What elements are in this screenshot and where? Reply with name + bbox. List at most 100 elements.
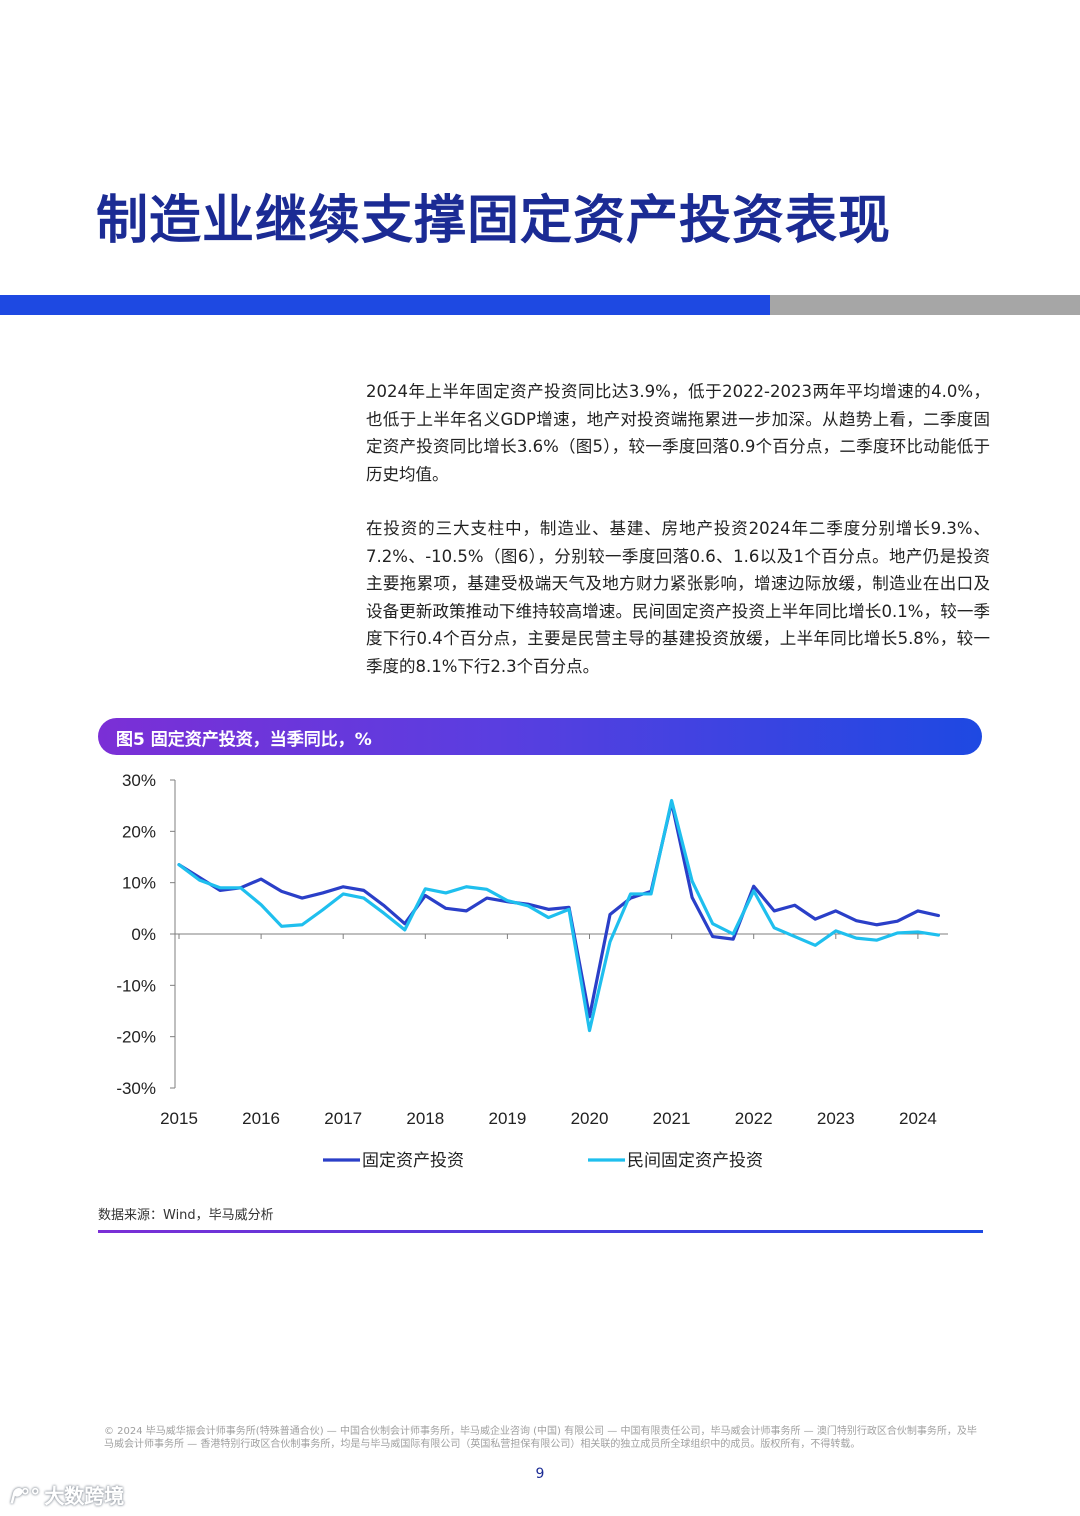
- data-point: [383, 904, 386, 907]
- data-point: [588, 1029, 591, 1032]
- data-point: [280, 925, 283, 928]
- data-point: [793, 935, 796, 938]
- data-point: [465, 885, 468, 888]
- data-point: [773, 927, 776, 929]
- data-point: [752, 885, 755, 888]
- data-point: [896, 920, 899, 922]
- y-tick-label: -30%: [116, 1079, 156, 1098]
- figure-title: 图5 固定资产投资，当季同比，%: [116, 730, 372, 750]
- data-point: [629, 893, 632, 895]
- watermark: ᖰ°° 大数跨境: [10, 1480, 124, 1509]
- data-point: [301, 897, 303, 899]
- data-point: [280, 890, 283, 893]
- data-point: [876, 939, 878, 941]
- series-line-0: [177, 800, 941, 1019]
- divider-rule: [98, 1230, 983, 1233]
- x-tick-label: 2016: [242, 1109, 280, 1128]
- data-point: [547, 908, 550, 911]
- data-point: [486, 888, 488, 891]
- data-point: [773, 910, 776, 912]
- data-point: [321, 909, 324, 911]
- data-point: [855, 919, 858, 922]
- legend-label: 固定资产投资: [362, 1151, 464, 1171]
- title-band-gray: [770, 295, 1080, 315]
- watermark-logo-icon: ᖰ°°: [10, 1484, 41, 1508]
- y-tick-label: 10%: [122, 874, 156, 893]
- x-tick-label: 2019: [488, 1109, 526, 1128]
- data-point: [670, 799, 673, 802]
- data-point: [260, 878, 262, 880]
- watermark-text: 大数跨境: [44, 1484, 125, 1508]
- data-point: [588, 1015, 591, 1018]
- data-source: 数据来源：Wind，毕马威分析: [98, 1208, 274, 1223]
- data-point: [732, 938, 734, 940]
- data-point: [568, 908, 570, 911]
- data-point: [445, 892, 447, 894]
- chart-axes: 30% 20% 10% 0% -10% -20% -30%2015 2016 2017 2018 2…: [116, 771, 948, 1128]
- data-point: [876, 923, 878, 926]
- data-point: [937, 914, 940, 917]
- data-point: [362, 889, 365, 892]
- x-tick-label: 2024: [899, 1109, 937, 1128]
- data-point: [403, 929, 406, 931]
- data-point: [568, 906, 570, 909]
- data-point: [424, 888, 427, 890]
- data-point: [793, 904, 796, 907]
- data-point: [691, 880, 693, 882]
- data-point: [855, 937, 858, 939]
- x-tick-label: 2022: [735, 1109, 773, 1128]
- x-tick-label: 2021: [653, 1109, 691, 1128]
- data-point: [814, 944, 817, 947]
- x-tick-label: 2018: [406, 1109, 444, 1128]
- body-paragraph-1: 2024年上半年固定资产投资同比达3.9%，低于2022-2023两年平均增速的…: [366, 382, 990, 484]
- y-tick-label: 0%: [131, 925, 156, 944]
- chart-legend: 固定资产投资 民间固定资产投资: [323, 1151, 763, 1171]
- data-point: [609, 913, 611, 916]
- page-number: 9: [535, 1466, 545, 1482]
- series-line-1: [177, 798, 941, 1033]
- data-point: [342, 885, 344, 888]
- legend-label: 民间固定资产投资: [627, 1151, 763, 1171]
- data-point: [547, 916, 550, 919]
- data-point: [465, 910, 468, 912]
- data-point: [752, 890, 755, 892]
- data-point: [835, 930, 837, 932]
- data-point: [362, 897, 365, 899]
- data-point: [301, 923, 303, 926]
- data-point: [814, 918, 817, 920]
- data-point: [711, 935, 714, 938]
- y-tick-label: -10%: [116, 976, 156, 995]
- data-point: [342, 893, 344, 895]
- x-tick-label: 2015: [160, 1109, 198, 1128]
- data-point: [239, 887, 242, 889]
- x-tick-label: 2017: [324, 1109, 362, 1128]
- body-paragraph-2: 在投资的三大支柱中，制造业、基建、房地产投资2024年二季度分别增长9.3%、7…: [366, 519, 990, 676]
- data-point: [896, 932, 899, 934]
- data-point: [424, 894, 427, 897]
- data-point: [486, 897, 488, 899]
- y-tick-label: -20%: [116, 1028, 156, 1047]
- data-point: [260, 903, 262, 906]
- line-chart: 30% 20% 10% 0% -10% -20% -30%2015 2016 2017 2018 2…: [116, 771, 948, 1171]
- data-point: [732, 933, 734, 935]
- data-point: [198, 879, 201, 881]
- data-point: [835, 910, 837, 912]
- data-point: [527, 904, 529, 907]
- data-point: [917, 931, 919, 933]
- x-tick-label: 2023: [817, 1109, 855, 1128]
- data-point: [711, 922, 714, 925]
- data-point: [219, 887, 221, 889]
- data-point: [917, 910, 919, 912]
- data-point: [383, 912, 386, 915]
- data-point: [609, 940, 611, 943]
- data-point: [691, 896, 693, 899]
- data-point: [937, 934, 940, 936]
- data-point: [403, 922, 406, 925]
- y-tick-label: 20%: [122, 822, 156, 841]
- data-point: [650, 893, 652, 895]
- title-band-blue: [0, 295, 770, 315]
- x-tick-label: 2020: [571, 1109, 609, 1128]
- copyright-footer: © 2024 毕马威华振会计师事务所(特殊普通合伙) — 中国合伙制会计师事务所…: [104, 1426, 977, 1450]
- data-point: [506, 899, 509, 902]
- data-point: [445, 907, 447, 910]
